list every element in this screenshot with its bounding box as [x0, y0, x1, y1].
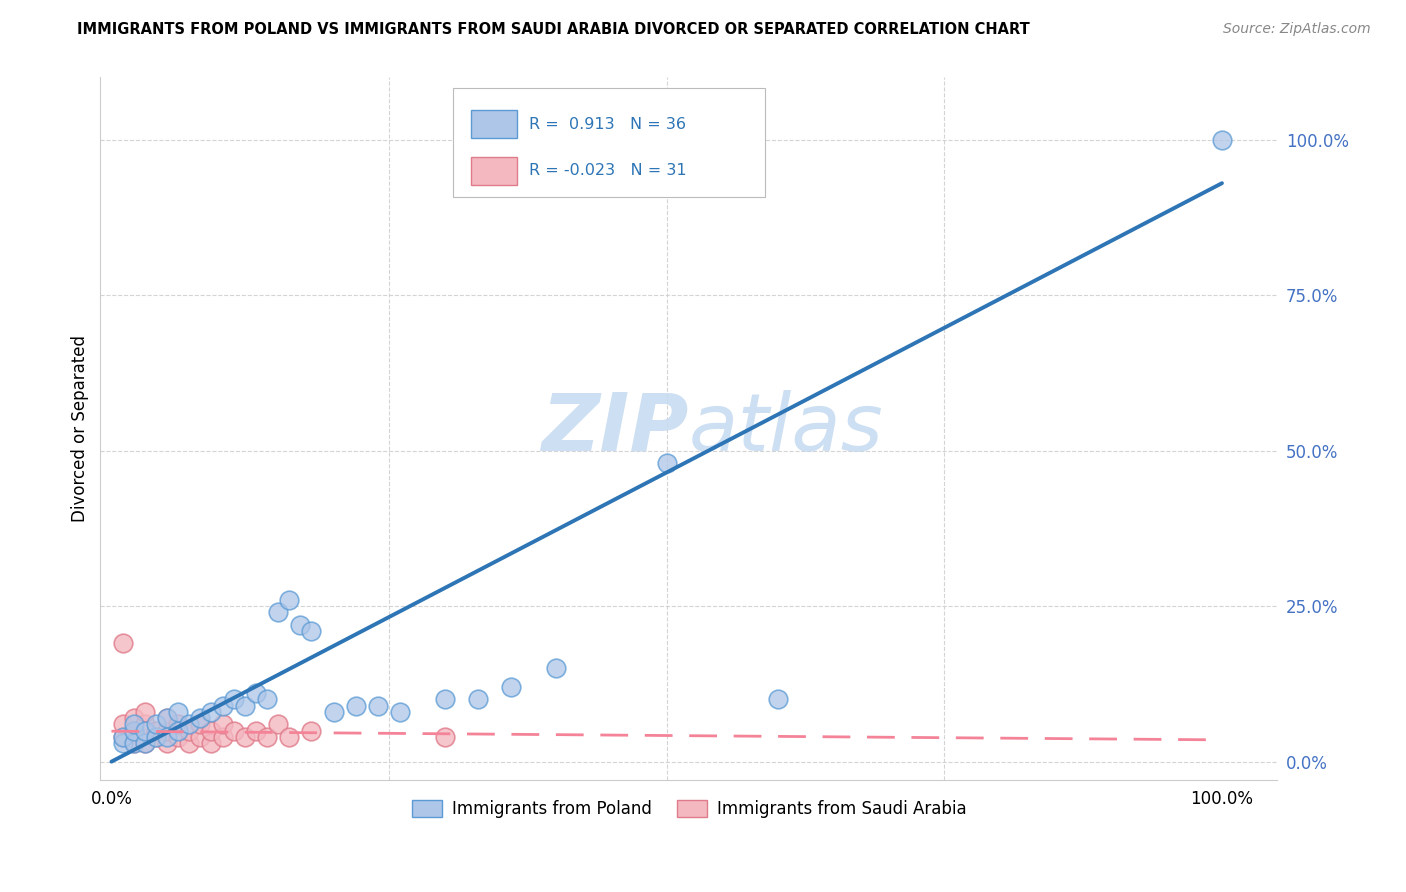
- Point: [389, 705, 412, 719]
- Point: [233, 698, 256, 713]
- Point: [167, 723, 190, 738]
- Point: [156, 736, 179, 750]
- Text: IMMIGRANTS FROM POLAND VS IMMIGRANTS FROM SAUDI ARABIA DIVORCED OR SEPARATED COR: IMMIGRANTS FROM POLAND VS IMMIGRANTS FRO…: [77, 22, 1031, 37]
- Point: [1211, 133, 1233, 147]
- Legend: Immigrants from Poland, Immigrants from Saudi Arabia: Immigrants from Poland, Immigrants from …: [405, 793, 973, 825]
- Point: [267, 606, 290, 620]
- Point: [211, 730, 233, 744]
- Text: ZIP: ZIP: [541, 390, 689, 468]
- Point: [222, 692, 245, 706]
- Point: [200, 723, 222, 738]
- Point: [122, 736, 145, 750]
- Point: [278, 593, 301, 607]
- Point: [111, 736, 134, 750]
- Point: [655, 456, 678, 470]
- Point: [233, 730, 256, 744]
- Point: [256, 692, 278, 706]
- Point: [156, 723, 179, 738]
- Point: [111, 717, 134, 731]
- Point: [145, 723, 167, 738]
- Point: [134, 736, 156, 750]
- Point: [111, 730, 134, 744]
- Point: [544, 661, 567, 675]
- Point: [134, 723, 156, 738]
- Point: [467, 692, 489, 706]
- Point: [278, 730, 301, 744]
- Text: atlas: atlas: [689, 390, 883, 468]
- Point: [344, 698, 367, 713]
- Text: R =  0.913   N = 36: R = 0.913 N = 36: [529, 117, 686, 132]
- Point: [179, 717, 201, 731]
- Point: [267, 717, 290, 731]
- FancyBboxPatch shape: [471, 157, 517, 185]
- Point: [111, 730, 134, 744]
- Point: [433, 692, 456, 706]
- Point: [122, 723, 145, 738]
- Point: [167, 730, 190, 744]
- Point: [134, 717, 156, 731]
- Point: [433, 730, 456, 744]
- Point: [122, 711, 145, 725]
- Point: [200, 705, 222, 719]
- Text: R = -0.023   N = 31: R = -0.023 N = 31: [529, 163, 686, 178]
- Point: [145, 730, 167, 744]
- Point: [222, 723, 245, 738]
- Point: [156, 711, 179, 725]
- Point: [200, 736, 222, 750]
- Point: [245, 723, 267, 738]
- Point: [122, 717, 145, 731]
- Point: [501, 680, 523, 694]
- Point: [211, 717, 233, 731]
- Point: [766, 692, 789, 706]
- Point: [245, 686, 267, 700]
- Point: [179, 723, 201, 738]
- FancyBboxPatch shape: [471, 111, 517, 138]
- Point: [122, 736, 145, 750]
- Point: [156, 711, 179, 725]
- Point: [167, 717, 190, 731]
- Point: [367, 698, 389, 713]
- Point: [167, 705, 190, 719]
- Point: [111, 636, 134, 650]
- Point: [188, 730, 211, 744]
- Point: [188, 717, 211, 731]
- Point: [322, 705, 344, 719]
- Text: Source: ZipAtlas.com: Source: ZipAtlas.com: [1223, 22, 1371, 37]
- Point: [188, 711, 211, 725]
- Y-axis label: Divorced or Separated: Divorced or Separated: [72, 335, 89, 523]
- Point: [290, 617, 312, 632]
- Point: [134, 705, 156, 719]
- Point: [211, 698, 233, 713]
- Point: [299, 624, 322, 638]
- Point: [256, 730, 278, 744]
- Point: [145, 717, 167, 731]
- Point: [299, 723, 322, 738]
- FancyBboxPatch shape: [454, 88, 765, 197]
- Point: [134, 736, 156, 750]
- Point: [156, 730, 179, 744]
- Point: [145, 730, 167, 744]
- Point: [122, 723, 145, 738]
- Point: [179, 736, 201, 750]
